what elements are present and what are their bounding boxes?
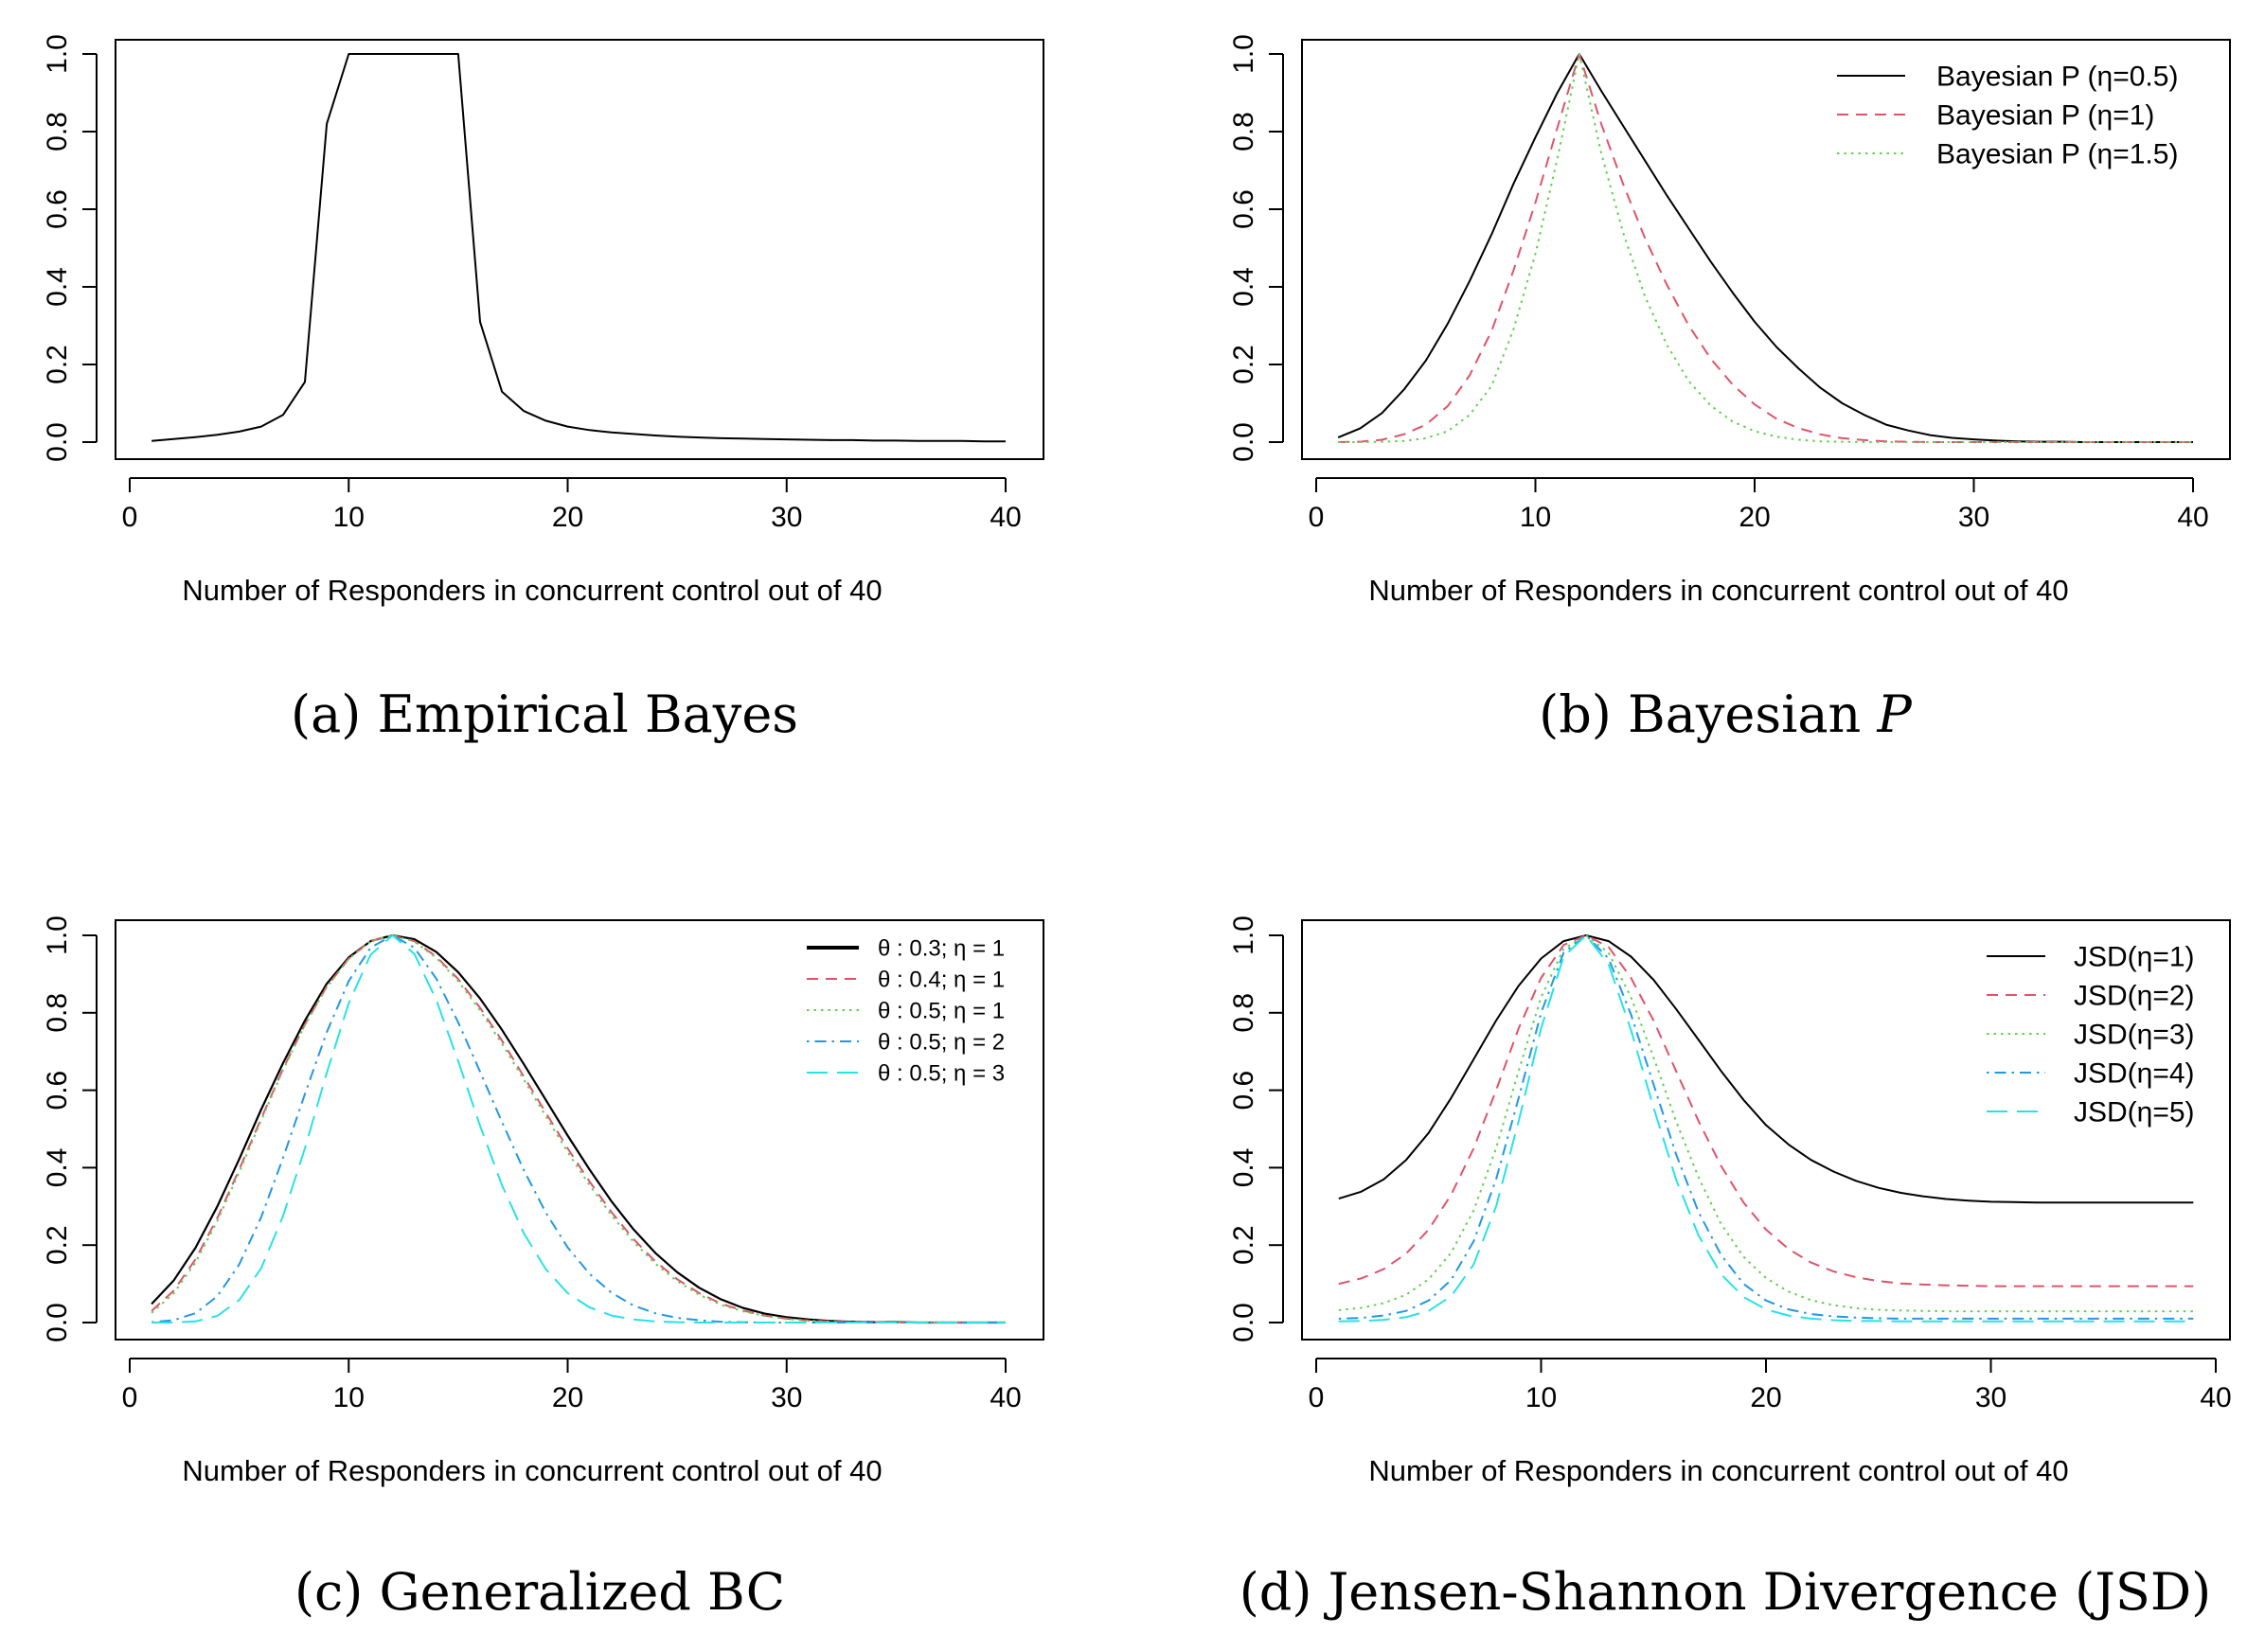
- legend-label: Bayesian P (η=1.5): [1936, 139, 2178, 170]
- y-tick-label: 0.6: [42, 1071, 73, 1110]
- y-tick-label: 0.2: [1228, 1225, 1259, 1265]
- legend-label: θ : 0.5; η = 2: [878, 1029, 1005, 1055]
- y-tick-label: 0.2: [42, 1225, 73, 1265]
- series-line-5: [152, 934, 1006, 1323]
- series-line-3: [151, 934, 1006, 1323]
- chart-panel-d: 0 10 20 30 40 0.0 0.2 0.4 0.6 0.8 1.0 Number of Res…: [1228, 915, 2232, 1622]
- y-tick-label: 1.0: [42, 34, 73, 74]
- plot-frame: [1301, 39, 2231, 460]
- y-tick-label: 1.0: [1228, 34, 1259, 74]
- x-tick-label: 40: [990, 1382, 1021, 1413]
- chart-panel-c: 0 10 20 30 40 0.0 0.2 0.4 0.6 0.8 1.0 Number of Res…: [42, 915, 1044, 1622]
- plot-frame: [1301, 919, 2231, 1341]
- chart-panel-b: 0 10 20 30 40 0.0 0.2 0.4 0.6 0.8 1.0 Number of Res…: [1228, 34, 2231, 744]
- legend-label: Bayesian P (η=0.5): [1936, 62, 2178, 93]
- legend-label: JSD(η=3): [2074, 1020, 2195, 1051]
- panel-caption: (b) Bayesian P: [1539, 684, 1913, 744]
- x-tick-label: 0: [122, 502, 138, 533]
- series-line-3: [1338, 53, 2193, 443]
- y-tick-label: 0.2: [42, 345, 73, 384]
- legend: θ : 0.3; η = 1 θ : 0.4; η = 1 θ : 0.5; η =…: [807, 935, 1005, 1086]
- legend-label: θ : 0.3; η = 1: [878, 935, 1005, 961]
- x-tick-label: 20: [1739, 502, 1770, 533]
- y-tick-label: 0.6: [1228, 189, 1259, 229]
- x-tick-label: 30: [1975, 1382, 2006, 1413]
- series-line-4: [152, 934, 1006, 1323]
- plot-frame: [115, 39, 1044, 460]
- series-line-4: [1338, 934, 2194, 1320]
- legend-label: JSD(η=5): [2074, 1097, 2195, 1128]
- x-tick-label: 40: [2177, 502, 2208, 533]
- y-tick-label: 0.4: [1228, 267, 1259, 307]
- x-axis-title: Number of Responders in concurrent contr…: [182, 574, 882, 607]
- x-tick-label: 40: [990, 502, 1021, 533]
- legend-label: θ : 0.5; η = 1: [878, 998, 1005, 1023]
- y-tick-label: 0.6: [1228, 1071, 1259, 1110]
- plot-frame: [115, 919, 1044, 1341]
- y-tick-label: 1.0: [1228, 915, 1259, 955]
- chart-panel-a: 0 10 20 30 40 0.0 0.2 0.4 0.6 0.8 1.0 Number of Res…: [42, 34, 1044, 744]
- legend-label: θ : 0.5; η = 3: [878, 1060, 1005, 1086]
- x-tick-label: 10: [1525, 1382, 1557, 1413]
- legend-label: JSD(η=2): [2074, 981, 2195, 1012]
- y-tick-label: 0.8: [42, 993, 73, 1033]
- x-tick-label: 40: [2200, 1382, 2231, 1413]
- y-tick-label: 0.6: [42, 189, 73, 229]
- y-tick-label: 0.0: [1228, 422, 1259, 462]
- panel-caption: (c) Generalized BC: [294, 1562, 785, 1622]
- x-tick-label: 30: [771, 1382, 802, 1413]
- y-tick-label: 0.4: [42, 1148, 73, 1188]
- legend: Bayesian P (η=0.5) Bayesian P (η=1) Bayesi…: [1837, 62, 2178, 170]
- y-tick-label: 0.8: [42, 112, 73, 151]
- y-tick-label: 0.0: [42, 422, 73, 462]
- series-line-2: [151, 934, 1006, 1323]
- panel-caption: (a) Empirical Bayes: [291, 684, 798, 744]
- x-axis-title: Number of Responders in concurrent contr…: [182, 1454, 882, 1487]
- x-tick-label: 10: [1520, 502, 1551, 533]
- y-tick-label: 0.4: [42, 267, 73, 307]
- x-tick-label: 0: [1309, 1382, 1325, 1413]
- legend: JSD(η=1) JSD(η=2) JSD(η=3) JSD(η=4) JSD(η=5): [1987, 942, 2195, 1128]
- y-tick-label: 0.2: [1228, 345, 1259, 384]
- y-tick-label: 0.0: [1228, 1303, 1259, 1342]
- x-tick-label: 10: [333, 502, 365, 533]
- x-tick-label: 0: [122, 1382, 138, 1413]
- panel-caption: (d) Jensen-Shannon Divergence (JSD): [1240, 1562, 2212, 1622]
- x-tick-label: 30: [771, 502, 802, 533]
- x-tick-label: 20: [552, 502, 583, 533]
- legend-label: θ : 0.4; η = 1: [878, 967, 1005, 992]
- y-tick-label: 0.8: [1228, 993, 1259, 1033]
- x-tick-label: 20: [1750, 1382, 1781, 1413]
- series-line-1: [1338, 934, 2194, 1204]
- series-line-3: [1338, 934, 2194, 1313]
- series-line-2: [1338, 53, 2193, 443]
- y-tick-label: 0.4: [1228, 1148, 1259, 1188]
- x-axis-title: Number of Responders in concurrent contr…: [1368, 1454, 2068, 1487]
- legend-label: JSD(η=4): [2074, 1058, 2195, 1090]
- series-line-2: [1338, 934, 2194, 1288]
- y-tick-label: 0.8: [1228, 112, 1259, 151]
- series-line-1: [152, 53, 1006, 443]
- series-line-1: [151, 933, 1006, 1324]
- series-line-5: [1338, 934, 2194, 1323]
- y-tick-label: 0.0: [42, 1303, 73, 1342]
- legend-label: Bayesian P (η=1): [1936, 100, 2154, 132]
- x-tick-label: 30: [1958, 502, 1989, 533]
- x-axis-title: Number of Responders in concurrent contr…: [1368, 574, 2068, 607]
- x-tick-label: 0: [1309, 502, 1325, 533]
- x-tick-label: 20: [552, 1382, 583, 1413]
- x-tick-label: 10: [333, 1382, 365, 1413]
- y-tick-label: 1.0: [42, 915, 73, 955]
- legend-label: JSD(η=1): [2074, 942, 2195, 973]
